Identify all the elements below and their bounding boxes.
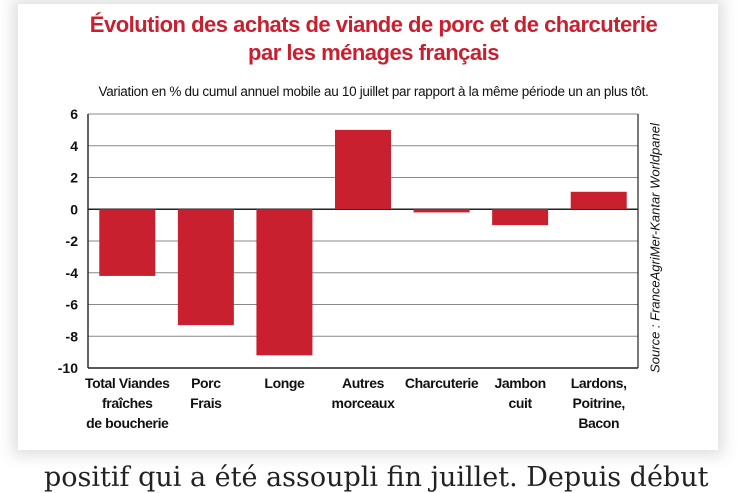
chart-subtitle: Variation en % du cumul annuel mobile au… bbox=[98, 84, 649, 99]
chart-title-line-2: par les ménages français bbox=[248, 40, 499, 65]
source-note: Source : FranceAgriMer-Kantar Worldpanel bbox=[647, 123, 663, 373]
y-tick-label: 6 bbox=[70, 106, 78, 122]
y-tick-label: -4 bbox=[66, 265, 79, 281]
y-tick-label: -10 bbox=[58, 360, 78, 376]
x-category-label: Poitrine, bbox=[573, 395, 625, 411]
bar bbox=[177, 209, 234, 326]
y-tick-label: 2 bbox=[70, 170, 78, 186]
y-tick-label: 4 bbox=[70, 138, 78, 154]
bar bbox=[99, 209, 156, 276]
bar bbox=[570, 191, 627, 210]
x-category-label: Longe bbox=[264, 375, 305, 391]
y-tick-label: -8 bbox=[66, 328, 79, 344]
article-text-fragment: positif qui a été assoupli fin juillet. … bbox=[44, 462, 709, 493]
x-category-label: fraîches bbox=[102, 395, 153, 411]
x-category-label: Lardons, bbox=[571, 375, 627, 391]
x-category-label: de boucherie bbox=[86, 415, 169, 431]
x-category-label: Autres bbox=[342, 375, 385, 391]
x-category-label: Porc bbox=[191, 375, 221, 391]
x-category-label: Charcuterie bbox=[405, 375, 479, 391]
x-category-label: cuit bbox=[508, 395, 532, 411]
y-tick-label: 0 bbox=[70, 201, 78, 217]
x-category-label: Jambon bbox=[495, 375, 546, 391]
bar bbox=[413, 209, 470, 213]
bar bbox=[492, 209, 549, 226]
x-category-label: morceaux bbox=[332, 395, 396, 411]
chart-title-line-1: Évolution des achats de viande de porc e… bbox=[89, 12, 658, 37]
x-category-label: Frais bbox=[190, 395, 222, 411]
bar bbox=[335, 129, 391, 210]
bar bbox=[256, 209, 313, 356]
y-tick-label: -2 bbox=[66, 233, 79, 249]
x-category-label: Bacon bbox=[578, 415, 619, 431]
y-tick-label: -6 bbox=[66, 297, 79, 313]
x-category-label: Total Viandes bbox=[85, 375, 170, 391]
